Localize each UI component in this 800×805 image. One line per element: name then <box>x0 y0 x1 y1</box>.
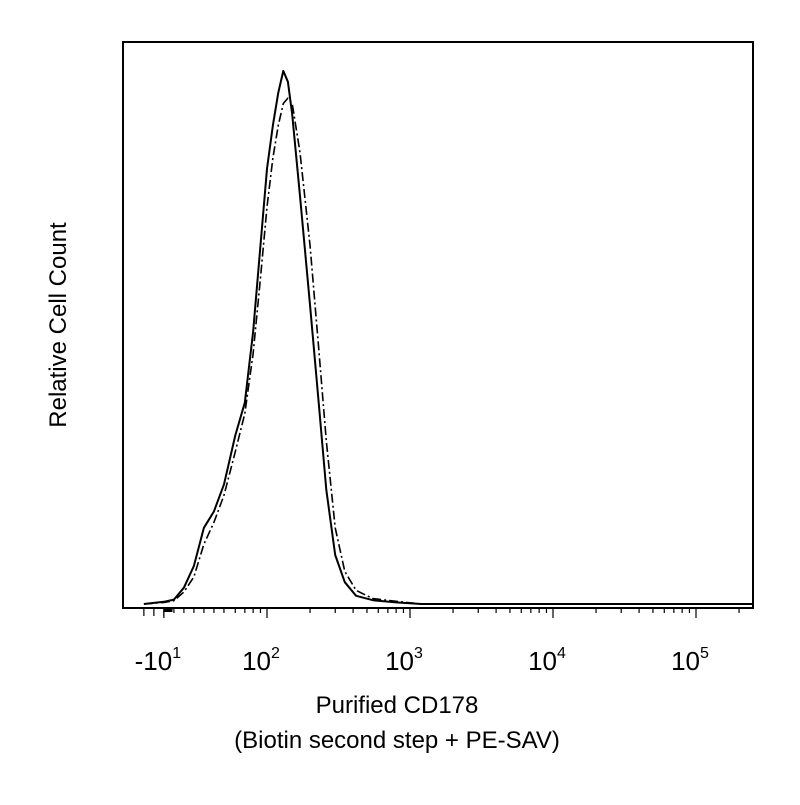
x-tick-label: 102 <box>242 645 280 676</box>
x-ticks <box>143 608 740 618</box>
x-axis-label: Purified CD178 <box>316 692 479 719</box>
x-tick-exponent: 4 <box>557 645 566 662</box>
x-tick-label: -101 <box>135 645 182 676</box>
x-tick-exponent: 3 <box>414 645 423 662</box>
x-tick-label: 103 <box>385 645 423 676</box>
series-line-solid <box>143 69 752 605</box>
x-tick-base: 10 <box>671 646 700 676</box>
plot-frame <box>122 41 754 609</box>
x-tick-label: 104 <box>528 645 566 676</box>
x-tick-base: -10 <box>135 646 173 676</box>
x-tick-base: 10 <box>242 646 271 676</box>
x-tick-exponent: 5 <box>700 645 709 662</box>
x-tick-exponent: 1 <box>172 645 181 662</box>
series-layer <box>143 69 752 605</box>
x-tick-base: 10 <box>385 646 414 676</box>
x-tick-label: 105 <box>671 645 709 676</box>
x-tick-labels: -101 102 103 104 105 <box>135 645 709 676</box>
y-axis-label: Relative Cell Count <box>45 222 72 428</box>
x-tick-exponent: 2 <box>271 645 280 662</box>
series-line-dashdot <box>143 97 752 605</box>
x-tick-base: 10 <box>528 646 557 676</box>
x-axis-sublabel: (Biotin second step + PE-SAV) <box>234 727 560 754</box>
